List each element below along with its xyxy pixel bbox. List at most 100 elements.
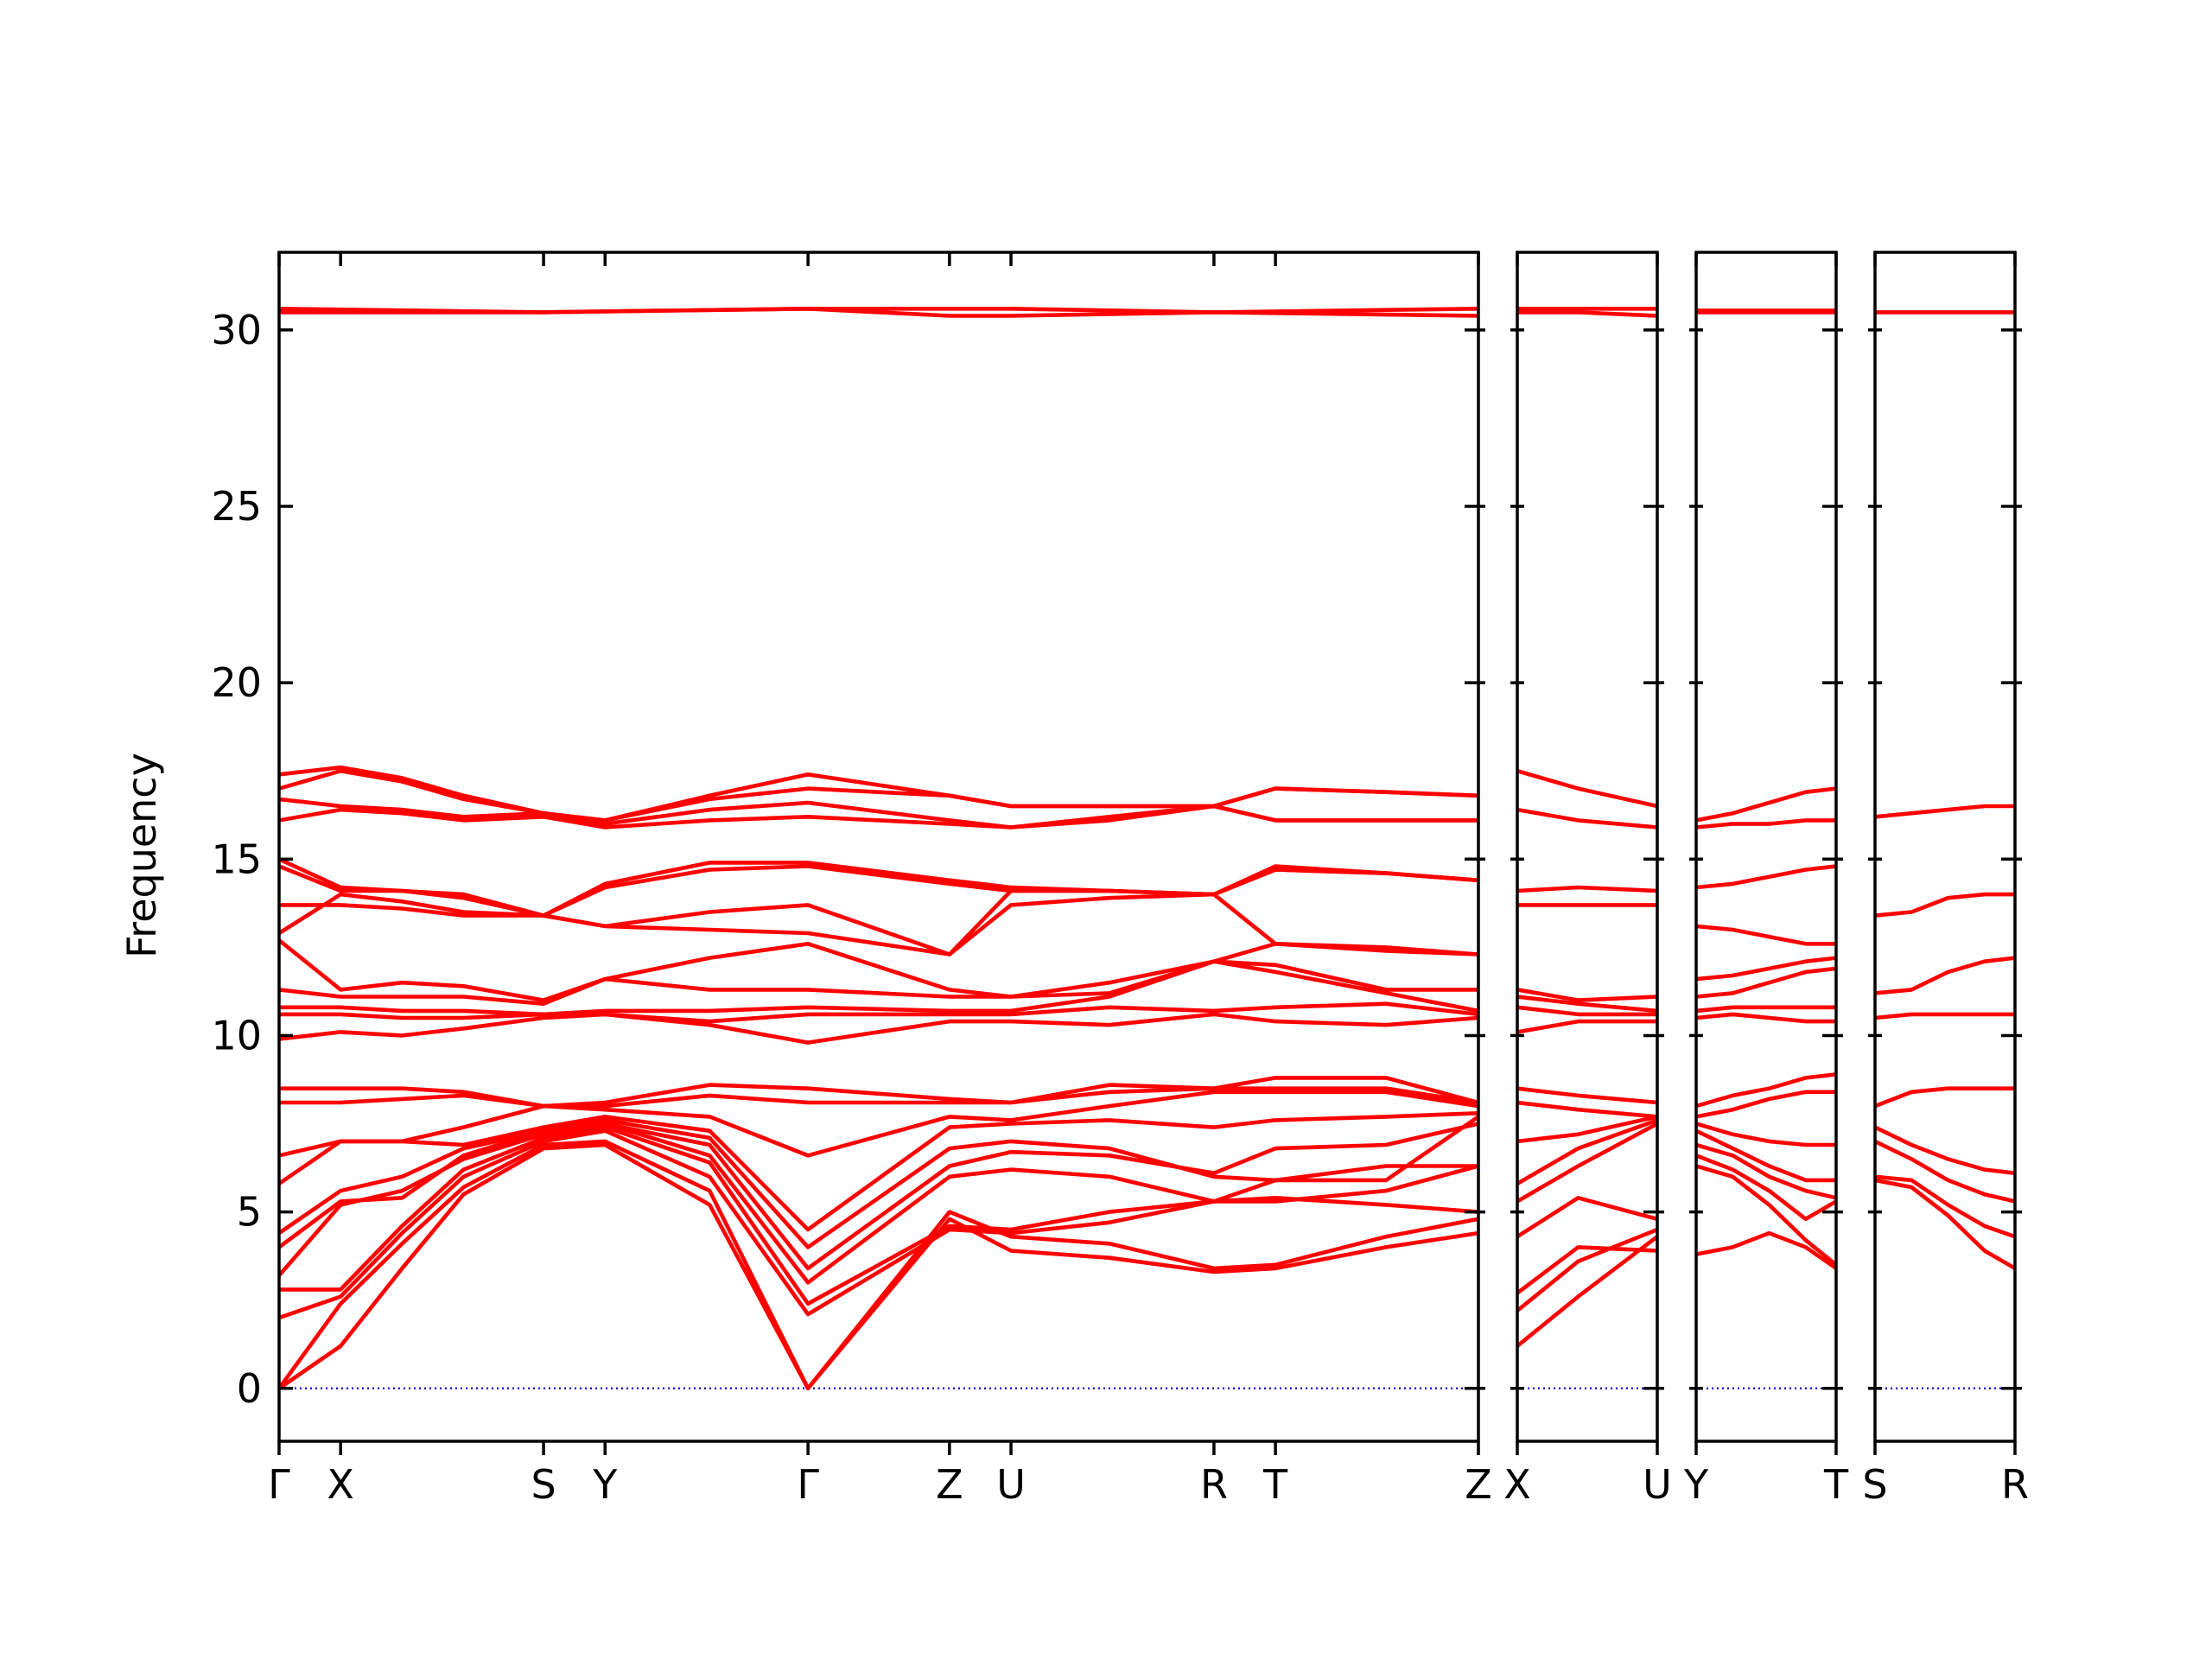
y-tick-label: 0 <box>237 1365 262 1412</box>
x-tick-label: R <box>2001 1461 2029 1508</box>
band-x-u-10 <box>1517 1019 1657 1034</box>
band-s-r-9 <box>1875 804 2015 819</box>
bands-s-r <box>1875 310 2015 1389</box>
band-main-10 <box>279 1086 1478 1109</box>
band-y-t-14 <box>1696 864 1836 890</box>
band-x-u-13 <box>1517 988 1657 1002</box>
panel-frame <box>1873 251 2017 1443</box>
x-tick-label: X <box>327 1461 354 1508</box>
band-s-r-4 <box>1875 1125 2015 1175</box>
band-main-24 <box>279 765 1478 823</box>
band-x-u-3 <box>1517 1245 1657 1295</box>
band-s-r-8 <box>1875 892 2015 918</box>
band-main-17 <box>279 892 1478 957</box>
band-main-13 <box>279 1001 1478 1024</box>
x-tick-label: X <box>1503 1461 1531 1508</box>
band-x-u-1 <box>1517 1234 1657 1349</box>
bands-y-t <box>1696 308 1836 1389</box>
band-x-u-2 <box>1517 1227 1657 1313</box>
band-main-6 <box>279 1122 1478 1271</box>
band-x-u-5 <box>1517 1122 1657 1204</box>
bands-main <box>279 306 1478 1391</box>
y-tick-label: 25 <box>211 483 262 530</box>
band-main-15 <box>279 959 1478 1006</box>
band-main-11 <box>279 1076 1478 1109</box>
band-y-t-11 <box>1696 966 1836 999</box>
band-main-16 <box>279 938 1478 1002</box>
band-x-u-16 <box>1517 807 1657 830</box>
x-tick-label: Z <box>936 1461 963 1508</box>
band-s-r-2 <box>1875 1174 2015 1239</box>
band-main-3 <box>279 1128 1478 1320</box>
band-y-t-5 <box>1696 1128 1836 1183</box>
x-tick-label: Y <box>1683 1461 1709 1508</box>
band-y-t-12 <box>1696 956 1836 982</box>
band-s-r-7 <box>1875 956 2015 995</box>
y-tick-label: 10 <box>211 1012 262 1058</box>
y-tick-label: 5 <box>237 1189 262 1236</box>
band-main-9 <box>279 1090 1478 1158</box>
x-tick-label: T <box>1262 1461 1288 1508</box>
panel-frame <box>277 251 1480 1443</box>
band-main-5 <box>279 1122 1478 1285</box>
band-main-18 <box>279 868 1478 957</box>
x-tick-label: R <box>1200 1461 1228 1508</box>
band-y-t-10 <box>1696 1005 1836 1014</box>
x-tick-label: S <box>531 1461 556 1508</box>
x-tick-label: U <box>1643 1461 1672 1508</box>
band-s-r-3 <box>1875 1139 2015 1204</box>
band-main-19 <box>279 864 1478 918</box>
band-y-t-13 <box>1696 924 1836 946</box>
band-s-r-6 <box>1875 1012 2015 1020</box>
band-x-u-7 <box>1517 1115 1657 1144</box>
band-main-4 <box>279 1125 1478 1306</box>
band-main-14 <box>279 959 1478 1017</box>
y-axis: 0 5 10 15 20 25 30 <box>211 307 262 1412</box>
band-main-7 <box>279 1115 1478 1249</box>
band-x-u-17 <box>1517 768 1657 809</box>
band-x-u-11 <box>1517 1005 1657 1017</box>
band-x-u-15 <box>1517 885 1657 893</box>
band-main-2 <box>279 1139 1478 1391</box>
x-tick-label: T <box>1823 1461 1849 1508</box>
band-y-t-16 <box>1696 786 1836 823</box>
band-s-r-5 <box>1875 1086 2015 1109</box>
y-axis-label: Frequency <box>118 753 165 958</box>
band-x-u-8 <box>1517 1100 1657 1119</box>
band-y-t-1 <box>1696 1230 1836 1271</box>
band-main-20 <box>279 856 1478 918</box>
band-y-t-15 <box>1696 818 1836 830</box>
x-tick-label: Γ <box>797 1461 819 1508</box>
band-x-u-9 <box>1517 1086 1657 1105</box>
x-tick-label: Z <box>1465 1461 1492 1508</box>
band-x-u-12 <box>1517 995 1657 1014</box>
band-y-t-6 <box>1696 1122 1836 1147</box>
band-main-8 <box>279 1111 1478 1232</box>
x-tick-label: U <box>996 1461 1026 1508</box>
band-s-r-1 <box>1875 1178 2015 1271</box>
y-tick-label: 30 <box>211 307 262 353</box>
band-main-22 <box>279 797 1478 830</box>
y-tick-label: 15 <box>211 836 262 882</box>
band-y-t-9 <box>1696 1012 1836 1024</box>
band-y-t-3 <box>1696 1154 1836 1222</box>
panel-frame <box>1516 251 1659 1443</box>
band-x-u-19 <box>1517 310 1657 318</box>
panel-frame <box>1694 251 1838 1443</box>
band-x-u-6 <box>1517 1118 1657 1186</box>
band-y-t-4 <box>1696 1142 1836 1200</box>
band-y-t-8 <box>1696 1072 1836 1109</box>
bands-x-u <box>1517 306 1657 1389</box>
band-y-t-7 <box>1696 1090 1836 1119</box>
band-main-12 <box>279 1012 1478 1045</box>
x-tick-label: S <box>1862 1461 1887 1508</box>
x-tick-label: Y <box>592 1461 618 1508</box>
y-tick-label: 20 <box>211 659 262 706</box>
band-x-u-4 <box>1517 1196 1657 1239</box>
